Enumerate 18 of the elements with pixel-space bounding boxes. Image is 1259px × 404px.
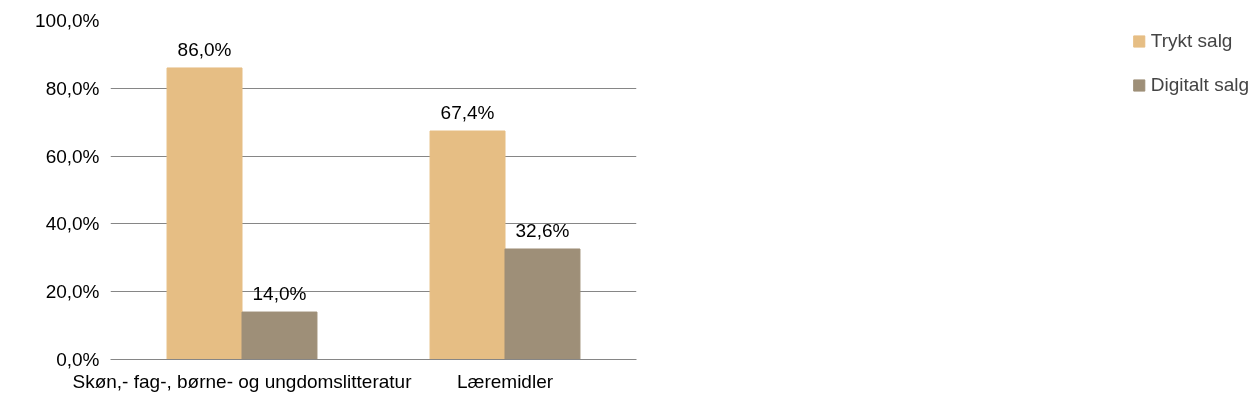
x-tick-label: Læremidler [456, 370, 554, 392]
y-tick-label: 0,0% [56, 349, 100, 370]
data-label: 14,0% [252, 283, 307, 305]
data-label: 32,6% [515, 219, 570, 241]
y-tick-label: 100,0% [35, 10, 100, 31]
y-tick-label: 80,0% [45, 77, 100, 99]
bar [429, 130, 506, 360]
data-label: 86,0% [177, 38, 232, 60]
bar [166, 67, 243, 360]
x-tick-label: Skøn,- fag-, børne- og ungdomslitteratur [72, 370, 413, 392]
bar [241, 311, 318, 360]
y-tick-label: 60,0% [45, 145, 100, 167]
bar [504, 248, 581, 360]
legend-label: Trykt salg [1150, 30, 1233, 52]
y-tick-label: 40,0% [45, 213, 100, 235]
y-tick-label: 20,0% [45, 281, 100, 303]
data-label: 67,4% [440, 102, 495, 124]
legend-label: Digitalt salg [1150, 74, 1249, 96]
